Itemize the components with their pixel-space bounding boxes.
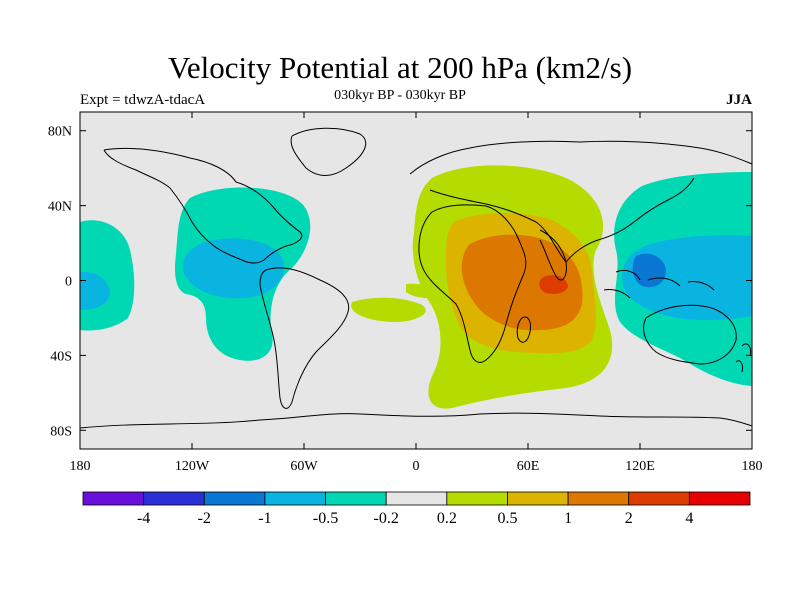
colorbar-swatch [203, 491, 266, 506]
lat-tick-label: 80S [50, 424, 72, 439]
lat-tick-label: 40N [48, 200, 72, 215]
contour-positive-0.2 [406, 283, 440, 299]
lon-tick-label: 180 [742, 459, 763, 474]
coast-india [539, 229, 567, 281]
coast-eurasia [409, 140, 752, 263]
coastlines [80, 127, 752, 429]
colorbar-level-label: 4 [685, 510, 693, 527]
colorbar-swatch [628, 491, 690, 506]
lon-tick-label: 120E [625, 459, 655, 474]
colorbar-swatch [567, 491, 630, 506]
colorbar-swatch [325, 491, 387, 506]
period-label: 030kyr BP - 030kyr BP [334, 88, 466, 103]
colorbar-level-label: 2 [625, 510, 633, 527]
coast-australia [643, 304, 737, 365]
colorbar-swatch [507, 491, 569, 506]
lat-tick-label: 80N [48, 125, 72, 140]
experiment-label: Expt = tdwzA-tdacA [80, 92, 206, 108]
contour-positive-0.2 [351, 297, 426, 322]
lon-tick-label: 120W [175, 459, 210, 474]
colorbar-level-label: 1 [564, 510, 572, 527]
colorbar-level-label: 0.5 [497, 510, 517, 527]
season-label: JJA [726, 92, 752, 108]
contour-negative-1 [632, 253, 666, 288]
contour-fields [80, 165, 752, 409]
colorbar-level-label: -0.5 [313, 510, 338, 527]
lon-tick-label: 60W [290, 459, 318, 474]
coast-africa [418, 204, 527, 363]
contour-positive-1 [461, 234, 583, 331]
coast-greenland [290, 127, 367, 176]
coast-maritime-continent [603, 269, 715, 299]
colorbar-swatch [385, 491, 448, 506]
coast-antarctica [80, 412, 752, 429]
coast-south-america [259, 267, 350, 409]
colorbar-swatch [82, 491, 145, 506]
lon-tick-label: 180 [70, 459, 91, 474]
colorbar-level-label: -0.2 [374, 510, 399, 527]
lat-tick-label: 0 [65, 275, 72, 290]
colorbar-level-label: -2 [198, 510, 211, 527]
contour-negative-0.5 [182, 238, 284, 299]
lon-tick-label: 0 [413, 459, 420, 474]
colorbar-swatch [446, 491, 508, 506]
coast-madagascar [516, 316, 531, 343]
colorbar-level-label: -4 [137, 510, 150, 527]
chart-title: Velocity Potential at 200 hPa (km2/s) [167, 50, 633, 85]
colorbar: -4 -2 -1 -0.5 -0.2 0.2 0.5 1 2 4 [82, 491, 751, 527]
colorbar-level-label: -1 [258, 510, 271, 527]
coast-new-zealand [735, 343, 751, 373]
contour-negative-0.5 [80, 271, 110, 310]
coast-north-america [103, 147, 303, 264]
axis-ticks: 180 120W 60W 0 60E 120E 180 80N 40N 0 40S 80S [48, 112, 763, 474]
colorbar-swatch [264, 491, 326, 506]
colorbar-swatch [688, 491, 751, 506]
lon-tick-label: 60E [517, 459, 540, 474]
colorbar-swatch [143, 491, 205, 506]
colorbar-level-label: 0.2 [437, 510, 457, 527]
lat-tick-label: 40S [50, 349, 72, 364]
